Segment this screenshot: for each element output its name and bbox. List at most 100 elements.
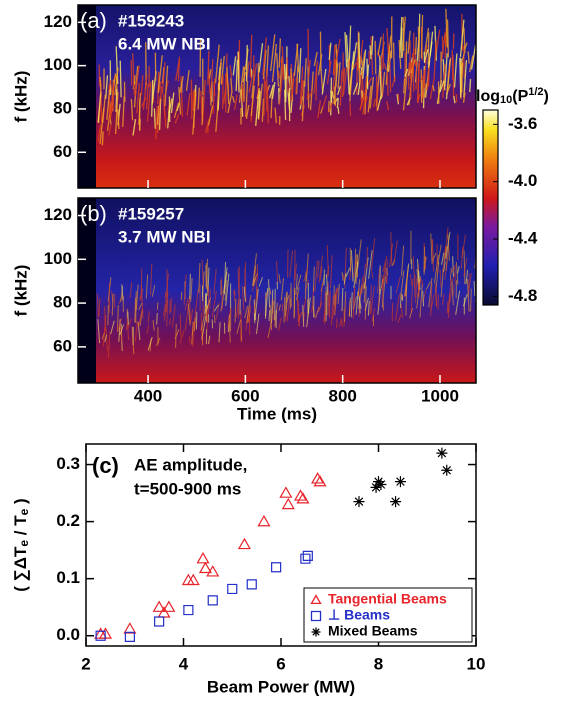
spectrogram-feature bbox=[428, 278, 433, 308]
spectrogram-feature bbox=[317, 260, 320, 278]
spectrogram-feature bbox=[233, 94, 238, 110]
spectrogram-feature bbox=[474, 253, 476, 269]
spectrogram-feature bbox=[369, 76, 375, 109]
spectrogram-feature bbox=[213, 269, 217, 295]
spectrogram-feature bbox=[441, 252, 445, 265]
spectrogram-feature bbox=[462, 92, 466, 103]
spectrogram-feature bbox=[121, 284, 124, 301]
spectrogram-feature bbox=[135, 291, 137, 324]
spectrogram-feature bbox=[445, 8, 448, 48]
spectrogram-feature bbox=[295, 273, 298, 295]
spectrogram-feature bbox=[235, 59, 239, 91]
spectrogram-feature bbox=[409, 62, 414, 72]
spectrogram-feature bbox=[233, 290, 236, 302]
spectrogram-feature bbox=[229, 65, 233, 78]
x-tick-label: 8 bbox=[374, 654, 383, 673]
spectrogram-feature bbox=[116, 305, 119, 333]
spectrogram-feature bbox=[250, 85, 255, 117]
spectrogram-feature bbox=[162, 304, 166, 317]
spectrogram-feature bbox=[325, 274, 329, 295]
legend-box bbox=[303, 587, 473, 643]
spectrogram-feature bbox=[252, 253, 257, 287]
spectrogram-feature bbox=[117, 318, 123, 332]
spectrogram-feature bbox=[184, 298, 189, 311]
spectrogram-feature bbox=[236, 319, 242, 334]
spectrogram-feature bbox=[301, 81, 305, 122]
spectrogram-feature bbox=[392, 42, 396, 82]
data-point bbox=[196, 551, 210, 564]
spectrogram-feature bbox=[467, 51, 470, 64]
spectrogram-feature bbox=[464, 42, 468, 50]
y-tick-label: 0.3 bbox=[56, 454, 80, 473]
spectrogram-feature bbox=[208, 68, 211, 94]
spectrogram-feature bbox=[280, 278, 284, 301]
spectrogram-feature bbox=[407, 30, 411, 54]
label-part: / T bbox=[11, 515, 30, 540]
spectrogram-feature bbox=[246, 294, 252, 324]
spectrogram-feature bbox=[133, 75, 136, 85]
spectrogram-feature bbox=[134, 321, 138, 342]
spectrogram-feature bbox=[108, 124, 112, 136]
spectrogram-feature bbox=[228, 320, 231, 343]
spectrogram-feature bbox=[206, 262, 209, 296]
spectrogram-feature bbox=[321, 95, 328, 110]
spectrogram bbox=[78, 198, 476, 383]
spectrogram-feature bbox=[315, 306, 320, 319]
plot-frame bbox=[77, 197, 477, 384]
spectrogram-feature bbox=[299, 66, 304, 105]
spectrogram-feature bbox=[117, 109, 120, 130]
spectrogram-feature bbox=[326, 244, 329, 277]
spectrogram-feature bbox=[183, 274, 187, 306]
spectrogram-feature bbox=[339, 69, 343, 106]
spectrogram-feature bbox=[232, 56, 237, 76]
data-point bbox=[353, 496, 365, 508]
colorbar-tick-label: -4.4 bbox=[508, 229, 538, 248]
spectrogram-feature bbox=[331, 91, 335, 99]
spectrogram-feature bbox=[245, 80, 249, 117]
spectrogram-feature bbox=[327, 293, 330, 316]
spectrogram-feature bbox=[101, 131, 104, 146]
data-point bbox=[436, 447, 448, 459]
spectrogram-feature bbox=[369, 284, 372, 314]
spectrogram-feature bbox=[220, 55, 225, 85]
spectrogram-feature bbox=[355, 291, 359, 315]
panel-label: (a) bbox=[80, 8, 107, 33]
spectrogram-feature bbox=[98, 297, 101, 317]
spectrogram-feature bbox=[397, 93, 400, 102]
spectrogram-feature bbox=[328, 101, 334, 113]
spectrogram-feature bbox=[422, 290, 425, 307]
data-point bbox=[293, 489, 308, 501]
spectrogram-feature bbox=[430, 233, 433, 265]
spectrogram-feature bbox=[426, 281, 431, 290]
spectrogram-feature bbox=[135, 284, 139, 311]
spectrogram-feature bbox=[227, 309, 232, 327]
spectrogram-feature bbox=[442, 245, 447, 275]
spectrogram-feature bbox=[440, 32, 446, 62]
spectrogram-feature bbox=[371, 272, 374, 279]
spectrogram-feature bbox=[453, 53, 458, 88]
spectrogram-feature bbox=[158, 81, 162, 92]
spectrogram-feature bbox=[179, 75, 184, 94]
spectrogram-feature bbox=[380, 279, 384, 289]
spectrogram-feature bbox=[341, 67, 346, 98]
spectrogram-feature bbox=[455, 290, 461, 315]
spectrogram-feature bbox=[180, 76, 184, 117]
spectrogram-feature bbox=[105, 75, 109, 99]
spectrogram-feature bbox=[386, 35, 392, 71]
spectrogram-feature bbox=[268, 309, 271, 322]
spectrogram-feature bbox=[469, 78, 472, 93]
label-part: 10 bbox=[500, 94, 512, 106]
spectrogram-feature bbox=[345, 34, 349, 63]
spectrogram-feature bbox=[386, 71, 389, 96]
spectrogram-feature bbox=[435, 29, 441, 55]
colorbar-tick-label: -4.0 bbox=[508, 171, 537, 190]
spectrogram-feature bbox=[371, 35, 374, 55]
spectrogram-feature bbox=[423, 28, 430, 55]
spectrogram-feature bbox=[166, 298, 169, 327]
spectrogram-feature bbox=[215, 302, 220, 320]
data-point bbox=[257, 514, 271, 527]
data-point bbox=[206, 565, 220, 577]
spectrogram-feature bbox=[374, 40, 377, 75]
spectrogram-feature bbox=[319, 282, 323, 309]
spectrogram-feature bbox=[379, 265, 381, 295]
